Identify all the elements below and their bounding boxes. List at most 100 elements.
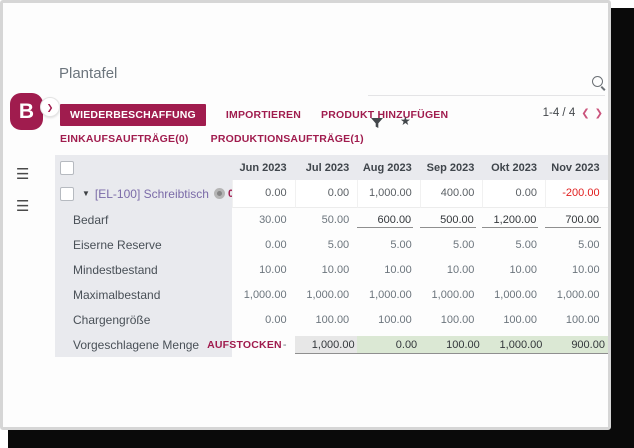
row-label-cell: Eiserne Reserve — [55, 232, 232, 257]
value-cell: 0.00 — [265, 313, 287, 326]
forecast-cell: 0.00 — [482, 179, 545, 208]
value-cell: 5.00 — [327, 238, 350, 251]
value-cell: 10.00 — [446, 263, 475, 276]
search-bar[interactable] — [368, 73, 605, 96]
table-row-chargengroesse: Chargengröße 0.00 100.00 100.00 100.00 1… — [55, 307, 608, 332]
value-cell: 10.00 — [572, 263, 600, 276]
product-checkbox[interactable] — [60, 186, 74, 201]
row-label: Maximalbestand — [73, 287, 161, 302]
value-cell: 1,000.00 — [556, 288, 600, 301]
row-label: Chargengröße — [73, 312, 151, 327]
value-cell: 1,000.00 — [368, 288, 412, 301]
product-badge-count: 0 — [228, 188, 234, 200]
column-header: Jun 2023 — [232, 155, 295, 180]
value-cell: 5.00 — [515, 238, 537, 251]
value-cell: 1,000.00 — [243, 288, 287, 301]
table-row-bedarf: Bedarf 30.00 50.00 600.00 500.00 1,200.0… — [55, 207, 608, 232]
value-cell: 5.00 — [390, 238, 412, 251]
search-input[interactable] — [368, 73, 582, 95]
search-icon[interactable] — [592, 76, 603, 87]
suggested-qty-input[interactable]: 1,000.00 — [482, 335, 547, 354]
column-header: Aug 2023 — [357, 155, 420, 180]
forecast-cell: 0.00 — [232, 179, 295, 208]
row-label-cell: Chargengröße — [55, 307, 232, 332]
row-label: Eiserne Reserve — [73, 237, 162, 252]
forecast-cell: 1,000.00 — [357, 179, 420, 208]
value-cell: 10.00 — [259, 263, 287, 276]
favorites-icon[interactable]: ★ — [400, 114, 411, 128]
value-cell: 10.00 — [384, 263, 412, 276]
value-cell: 1,000.00 — [431, 288, 475, 301]
forecast-cell: 0.00 — [294, 179, 358, 208]
pager-range: 1-4 / 4 — [542, 107, 576, 119]
demand-input[interactable]: 700.00 — [544, 212, 601, 228]
search-options: ★ — [371, 114, 411, 128]
value-cell: - — [282, 338, 287, 351]
value-cell: 100.00 — [315, 313, 350, 326]
row-label: Vorgeschlagene Menge — [73, 337, 200, 352]
table-header-row: Jun 2023 Jul 2023 Aug 2023 Sep 2023 Okt … — [55, 155, 608, 180]
value-cell: 1,000.00 — [306, 288, 350, 301]
collapse-caret-icon[interactable]: ▼ — [82, 189, 90, 198]
suggested-qty-input[interactable]: 900.00 — [544, 335, 608, 354]
toolbar-row-2: EINKAUFSAUFTRÄGE(0) PRODUKTIONSAUFTRÄGE(… — [60, 133, 364, 145]
mps-table: Jun 2023 Jul 2023 Aug 2023 Sep 2023 Okt … — [55, 155, 608, 357]
value-cell: 100.00 — [565, 313, 600, 326]
column-header: Jul 2023 — [294, 155, 358, 180]
product-name-link[interactable]: [EL-100] Schreibtisch — [94, 186, 209, 201]
row-label-cell: Vorgeschlagene Menge AUFSTOCKEN — [55, 332, 282, 357]
header-label-cell — [55, 155, 232, 180]
row-label-cell: Bedarf — [55, 207, 232, 232]
value-cell: 1,000.00 — [494, 288, 537, 301]
value-cell: 50.00 — [321, 213, 350, 226]
column-header: Okt 2023 — [482, 155, 545, 180]
suggested-qty-input[interactable]: 0.00 — [357, 335, 422, 354]
value-cell: 5.00 — [578, 238, 600, 251]
table-row-mindestbestand: Mindestbestand 10.00 10.00 10.00 10.00 1… — [55, 257, 608, 282]
table-row-maximalbestand: Maximalbestand 1,000.00 1,000.00 1,000.0… — [55, 282, 608, 307]
app-window: B ❯ ☰ ☰ Plantafel WIEDERBESCHAFFUNG IMPO… — [0, 0, 611, 430]
demand-input[interactable]: 1,200.00 — [482, 212, 539, 228]
forecast-cell-negative: -200.00 — [544, 179, 608, 208]
value-cell: 10.00 — [321, 263, 350, 276]
page-title: Plantafel — [59, 65, 118, 82]
table-row-vorgeschlagene-menge: Vorgeschlagene Menge AUFSTOCKEN - 1,000.… — [55, 332, 608, 357]
manufacturing-orders-button[interactable]: PRODUKTIONSAUFTRÄGE(1) — [210, 133, 364, 145]
pagination: 1-4 / 4 ❮ ❯ — [542, 107, 603, 119]
replenish-button[interactable]: WIEDERBESCHAFFUNG — [60, 104, 206, 126]
row-label-cell: Maximalbestand — [55, 282, 232, 307]
indicator-dot-icon[interactable] — [213, 188, 225, 199]
column-header: Sep 2023 — [419, 155, 483, 180]
value-cell: 100.00 — [378, 313, 412, 326]
demand-input[interactable]: 600.00 — [357, 212, 414, 228]
suggested-qty-input[interactable]: 1,000.00 — [294, 335, 359, 354]
drag-handle-icon[interactable]: ☰ — [16, 198, 30, 215]
table-row-eiserne-reserve: Eiserne Reserve 0.00 5.00 5.00 5.00 5.00… — [55, 232, 608, 257]
row-label: Bedarf — [73, 212, 109, 227]
value-cell: 10.00 — [509, 263, 537, 276]
add-product-button[interactable]: PRODUKT HINZUFÜGEN — [321, 109, 449, 121]
column-header: Nov 2023 — [544, 155, 608, 180]
pager-prev-icon[interactable]: ❮ — [581, 107, 589, 119]
purchase-orders-button[interactable]: EINKAUFSAUFTRÄGE(0) — [60, 133, 189, 145]
row-label-cell: Mindestbestand — [55, 257, 232, 282]
pager-next-icon[interactable]: ❯ — [594, 107, 603, 119]
replenish-row-button[interactable]: AUFSTOCKEN — [207, 338, 282, 351]
row-label: Mindestbestand — [73, 262, 158, 277]
value-cell: 5.00 — [452, 238, 475, 251]
drag-handle-icon[interactable]: ☰ — [16, 166, 30, 183]
suggested-qty-input[interactable]: 100.00 — [419, 335, 484, 354]
forecast-cell: 400.00 — [419, 179, 483, 208]
chevron-right-icon: ❯ — [46, 102, 54, 112]
demand-input[interactable]: 500.00 — [419, 212, 476, 228]
product-row: ▼ [EL-100] Schreibtisch 0 0.00 0.00 1,00… — [55, 179, 608, 208]
select-all-checkbox[interactable] — [60, 160, 74, 175]
sidebar-expand-button[interactable]: ❯ — [40, 97, 60, 117]
product-label-cell: ▼ [EL-100] Schreibtisch 0 — [55, 180, 234, 207]
import-button[interactable]: IMPORTIEREN — [225, 109, 302, 121]
filter-icon[interactable] — [371, 116, 383, 128]
value-cell: 30.00 — [259, 213, 287, 226]
app-logo[interactable]: B — [10, 93, 43, 130]
toolbar-row-1: WIEDERBESCHAFFUNG IMPORTIEREN PRODUKT HI… — [60, 104, 448, 126]
